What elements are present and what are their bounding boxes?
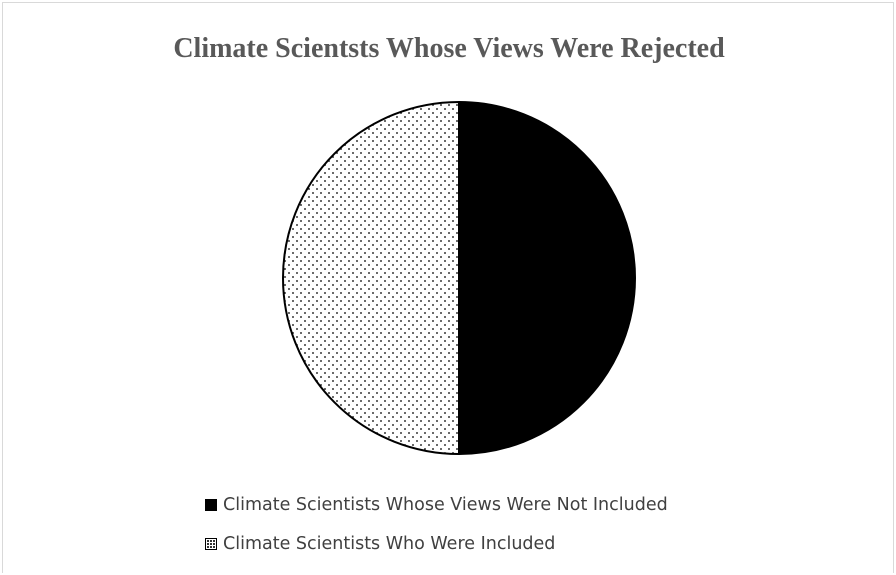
chart-title: Climate Scientsts Whose Views Were Rejec… [173, 33, 725, 64]
pie-slice-0 [458, 101, 636, 455]
chart-legend: Climate Scientists Whose Views Were Not … [205, 494, 668, 572]
legend-item-not-included: Climate Scientists Whose Views Were Not … [205, 494, 668, 516]
legend-item-included: Climate Scientists Who Were Included [205, 533, 668, 555]
legend-swatch-solid [205, 499, 217, 511]
legend-label-included: Climate Scientists Who Were Included [223, 534, 556, 554]
legend-label-not-included: Climate Scientists Whose Views Were Not … [223, 495, 668, 515]
pie-slice-1 [282, 101, 460, 455]
pie-chart [282, 101, 636, 455]
legend-swatch-dotted [205, 538, 217, 550]
